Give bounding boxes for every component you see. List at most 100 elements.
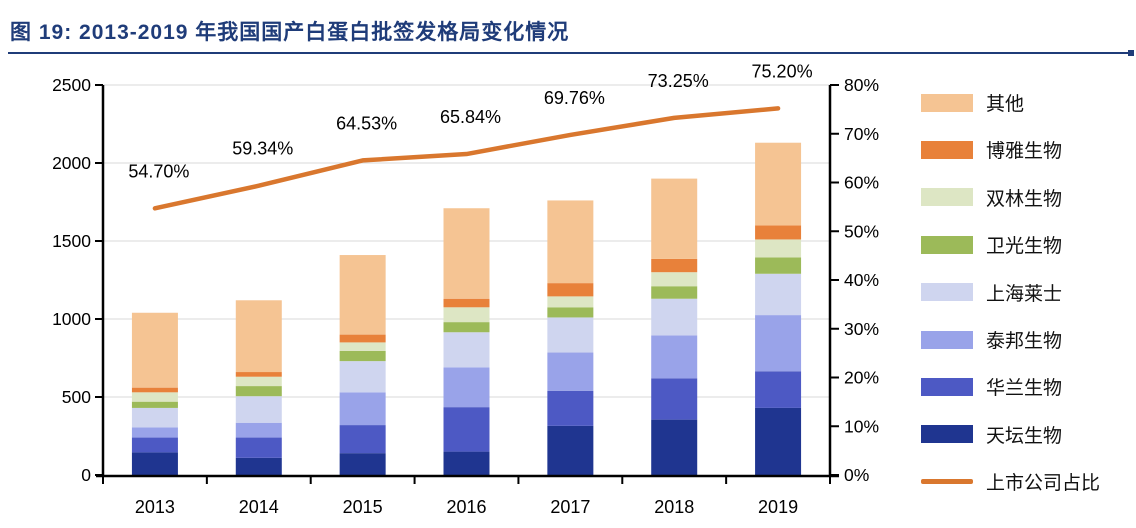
- bar-segment-博雅生物-2018: [651, 258, 698, 273]
- bar-segment-天坛生物-2014: [235, 457, 282, 475]
- title-underline-endcap: [1128, 50, 1134, 56]
- bar-segment-天坛生物-2015: [339, 453, 386, 475]
- bar-segment-上海莱士-2015: [339, 361, 386, 393]
- bar-segment-泰邦生物-2017: [547, 352, 594, 391]
- left-axis-label: 1000: [52, 309, 91, 329]
- bar-segment-上海莱士-2017: [547, 317, 594, 353]
- bar-segment-泰邦生物-2015: [339, 392, 386, 426]
- right-axis-label: 50%: [844, 221, 879, 241]
- x-axis-label: 2015: [343, 497, 383, 517]
- bar-segment-博雅生物-2013: [131, 387, 178, 393]
- legend-line-swatch: [921, 479, 973, 485]
- right-axis-label: 10%: [844, 416, 879, 436]
- bar-segment-其他-2018: [651, 178, 698, 259]
- x-axis-label: 2017: [550, 497, 590, 517]
- legend-item: 双林生物: [921, 187, 1062, 210]
- left-axis-label: 0: [81, 465, 91, 485]
- bar-segment-华兰生物-2019: [755, 371, 802, 408]
- right-axis-label: 20%: [844, 368, 879, 388]
- line-data-label: 69.76%: [544, 88, 605, 108]
- left-axis-label: 500: [62, 387, 91, 407]
- bar-segment-其他-2019: [755, 142, 802, 226]
- x-axis-label: 2013: [135, 497, 175, 517]
- bar-segment-上海莱士-2019: [755, 273, 802, 316]
- bar-segment-华兰生物-2015: [339, 425, 386, 454]
- legend-label: 其他: [986, 94, 1025, 115]
- legend-label: 双林生物: [986, 188, 1063, 210]
- bar-segment-泰邦生物-2014: [235, 422, 282, 438]
- legend-item: 其他: [921, 93, 1024, 115]
- bar-segment-天坛生物-2019: [755, 407, 802, 475]
- legend-item: 华兰生物: [921, 377, 1062, 399]
- bar-segment-天坛生物-2017: [547, 425, 594, 475]
- bar-segment-上海莱士-2018: [651, 298, 698, 336]
- right-axis-label: 80%: [844, 75, 879, 95]
- line-data-label: 65.84%: [440, 107, 501, 127]
- legend-color-swatch: [921, 93, 973, 112]
- legend-item-line: 上市公司占比: [921, 472, 1100, 494]
- bar-segment-双林生物-2013: [131, 392, 178, 402]
- right-axis-label: 60%: [844, 173, 879, 193]
- right-axis-label: 30%: [844, 319, 879, 339]
- bar-segment-其他-2017: [547, 200, 594, 284]
- bar-segment-博雅生物-2014: [235, 372, 282, 377]
- x-axis-label: 2018: [654, 497, 694, 517]
- bar-segment-双林生物-2016: [443, 307, 490, 323]
- bar-segment-卫光生物-2013: [131, 401, 178, 408]
- bar-segment-双林生物-2017: [547, 296, 594, 308]
- bar-segment-泰邦生物-2018: [651, 335, 698, 379]
- legend-color-swatch: [921, 377, 973, 396]
- left-axis-label: 1500: [52, 231, 91, 251]
- bar-segment-泰邦生物-2016: [443, 367, 490, 408]
- bar-segment-其他-2014: [235, 300, 282, 373]
- bar-segment-双林生物-2018: [651, 272, 698, 287]
- bar-segment-华兰生物-2014: [235, 437, 282, 458]
- bar-segment-华兰生物-2016: [443, 407, 490, 452]
- legend-color-swatch: [921, 188, 973, 207]
- chart-legend: 其他 博雅生物 双林生物 卫光生物 上海莱士 泰邦生物 华兰生物 天坛生物 上市公司占比: [921, 0, 1131, 528]
- bar-segment-天坛生物-2016: [443, 451, 490, 475]
- legend-label: 博雅生物: [986, 141, 1063, 163]
- bar-segment-卫光生物-2018: [651, 286, 698, 299]
- legend-label: 天坛生物: [986, 425, 1063, 447]
- bar-segment-卫光生物-2016: [443, 322, 490, 333]
- bar-segment-双林生物-2015: [339, 342, 386, 351]
- legend-color-swatch: [921, 235, 973, 254]
- right-axis-label: 0%: [844, 465, 869, 485]
- bar-segment-双林生物-2014: [235, 376, 282, 387]
- legend-item: 博雅生物: [921, 140, 1062, 162]
- title-underline: [8, 52, 1128, 54]
- line-data-label: 59.34%: [232, 139, 293, 159]
- figure-title-text: 2013-2019 年我国国产白蛋白批签发格局变化情况: [79, 21, 570, 44]
- x-axis-label: 2016: [446, 497, 486, 517]
- legend-label: 华兰生物: [986, 378, 1063, 400]
- legend-label: 上市公司占比: [986, 473, 1101, 495]
- figure-number: 图 19:: [10, 21, 73, 44]
- bar-segment-上海莱士-2016: [443, 332, 490, 368]
- legend-item: 卫光生物: [921, 235, 1062, 257]
- page-title: 图 19: 2013-2019 年我国国产白蛋白批签发格局变化情况: [10, 16, 569, 46]
- line-data-label: 73.25%: [648, 71, 709, 91]
- bar-segment-天坛生物-2013: [131, 452, 178, 475]
- legend-color-swatch: [921, 425, 973, 444]
- line-data-label: 75.20%: [752, 61, 813, 81]
- bar-segment-上海莱士-2013: [131, 407, 178, 428]
- bar-segment-泰邦生物-2013: [131, 427, 178, 438]
- legend-label: 泰邦生物: [986, 331, 1063, 352]
- bar-segment-博雅生物-2017: [547, 283, 594, 297]
- bar-segment-华兰生物-2013: [131, 437, 178, 453]
- bar-segment-博雅生物-2019: [755, 225, 802, 240]
- line-series-上市公司占比: [152, 106, 781, 211]
- legend-label: 卫光生物: [986, 236, 1063, 258]
- bar-segment-泰邦生物-2019: [755, 315, 802, 372]
- line-data-label: 64.53%: [336, 113, 397, 133]
- x-axis-label: 2019: [758, 497, 798, 517]
- bar-segment-卫光生物-2014: [235, 386, 282, 397]
- legend-color-swatch: [921, 330, 973, 349]
- right-axis-label: 40%: [844, 270, 879, 290]
- legend-color-swatch: [921, 283, 973, 302]
- bar-segment-博雅生物-2015: [339, 334, 386, 343]
- right-axis-label: 70%: [844, 124, 879, 144]
- legend-item: 天坛生物: [921, 424, 1062, 447]
